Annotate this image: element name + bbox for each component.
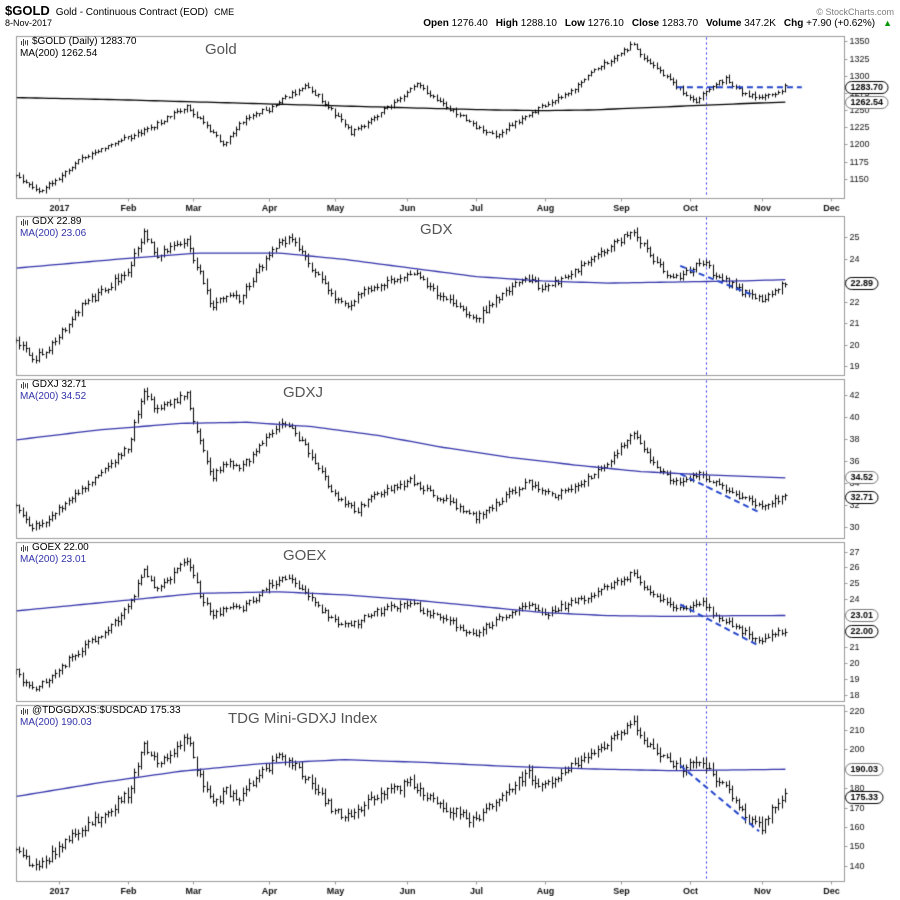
quote-label: Chg xyxy=(783,18,804,29)
panel-legend: GDX 22.89 MA(200) 23.06 xyxy=(20,216,86,240)
price-canvas-gdxj xyxy=(0,377,900,540)
chart-header-row1: $GOLD Gold - Continuous Contract (EOD) C… xyxy=(0,2,900,18)
mini-chart-icon xyxy=(20,707,29,716)
mini-chart-icon xyxy=(20,544,29,553)
quote-value: 1288.10 xyxy=(520,18,557,29)
price-canvas-goex xyxy=(0,540,900,703)
legend-symbol: GOEX 22.00 xyxy=(32,542,89,553)
copyright-link[interactable]: © StockCharts.com xyxy=(816,7,894,17)
legend-ma: MA(200) 23.06 xyxy=(20,228,87,239)
quote-low: Low 1276.10 xyxy=(565,18,624,29)
legend-symbol: GDXJ 32.71 xyxy=(32,379,87,390)
panel-legend: GDXJ 32.71 MA(200) 34.52 xyxy=(20,379,86,403)
legend-ma: MA(200) 23.01 xyxy=(20,554,87,565)
quote-date: 8-Nov-2017 xyxy=(5,18,53,28)
chart-header-row2: 8-Nov-2017 Open 1276.40 High 1288.10 Low 1… xyxy=(0,18,900,34)
legend-symbol: GDX 22.89 xyxy=(32,216,82,227)
quote-label: Open xyxy=(423,18,449,29)
panel-title: GDX xyxy=(420,221,453,238)
mini-chart-icon xyxy=(20,38,29,47)
symbol-description: Gold - Continuous Contract (EOD) xyxy=(55,7,209,18)
quote-value: 1283.70 xyxy=(661,18,699,29)
price-canvas-tdg xyxy=(0,703,900,896)
panel-legend: @TDGGDXJS:$USDCAD 175.33 MA(200) 190.03 xyxy=(20,705,181,729)
exchange-label: CME xyxy=(214,7,235,17)
legend-symbol: @TDGGDXJS:$USDCAD 175.33 xyxy=(32,705,181,716)
panel-title: GDXJ xyxy=(283,384,324,401)
quote-open: Open 1276.40 xyxy=(423,18,488,29)
chart-panel-tdg: @TDGGDXJS:$USDCAD 175.33 MA(200) 190.03 TD… xyxy=(0,703,900,896)
symbol: $GOLD xyxy=(5,3,50,18)
chart-panel-gdx: GDX 22.89 MA(200) 23.06 GDX xyxy=(0,214,900,377)
quote-label: Low xyxy=(564,18,585,29)
legend-ma: MA(200) 1262.54 xyxy=(20,48,98,59)
quote-label: Volume xyxy=(706,18,742,29)
legend-symbol: $GOLD (Daily) 1283.70 xyxy=(32,36,137,47)
panel-title: GOEX xyxy=(283,547,327,564)
mini-chart-icon xyxy=(20,381,29,390)
chart-panels: $GOLD (Daily) 1283.70 MA(200) 1262.54 Gold… xyxy=(0,34,900,896)
quote-strip: Open 1276.40 High 1288.10 Low 1276.10 Close… xyxy=(423,18,892,29)
chart-panel-goex: GOEX 22.00 MA(200) 23.01 GOEX xyxy=(0,540,900,703)
change-up-arrow-icon: ▲ xyxy=(883,18,892,28)
panel-legend: GOEX 22.00 MA(200) 23.01 xyxy=(20,542,89,566)
chart-panel-gdxj: GDXJ 32.71 MA(200) 34.52 GDXJ xyxy=(0,377,900,540)
panel-title: Gold xyxy=(205,41,237,58)
quote-high: High 1288.10 xyxy=(496,18,557,29)
price-canvas-gold xyxy=(0,34,900,214)
panel-title: TDG Mini-GDXJ Index xyxy=(228,710,378,727)
quote-value: 1276.10 xyxy=(587,18,624,29)
quote-close: Close 1283.70 xyxy=(632,18,698,29)
price-canvas-gdx xyxy=(0,214,900,377)
panel-legend: $GOLD (Daily) 1283.70 MA(200) 1262.54 xyxy=(20,36,137,60)
legend-ma: MA(200) 190.03 xyxy=(20,717,92,728)
legend-ma: MA(200) 34.52 xyxy=(20,391,87,402)
quote-chg: Chg +7.90 (+0.62%) xyxy=(784,18,875,29)
quote-volume: Volume 347.2K xyxy=(706,18,776,29)
quote-value: 1276.40 xyxy=(451,18,488,29)
chart-panel-gold: $GOLD (Daily) 1283.70 MA(200) 1262.54 Gold xyxy=(0,34,900,214)
quote-label: High xyxy=(495,18,518,29)
mini-chart-icon xyxy=(20,218,29,227)
quote-label: Close xyxy=(631,18,660,29)
quote-value: +7.90 (+0.62%) xyxy=(806,18,876,29)
quote-value: 347.2K xyxy=(744,18,776,29)
